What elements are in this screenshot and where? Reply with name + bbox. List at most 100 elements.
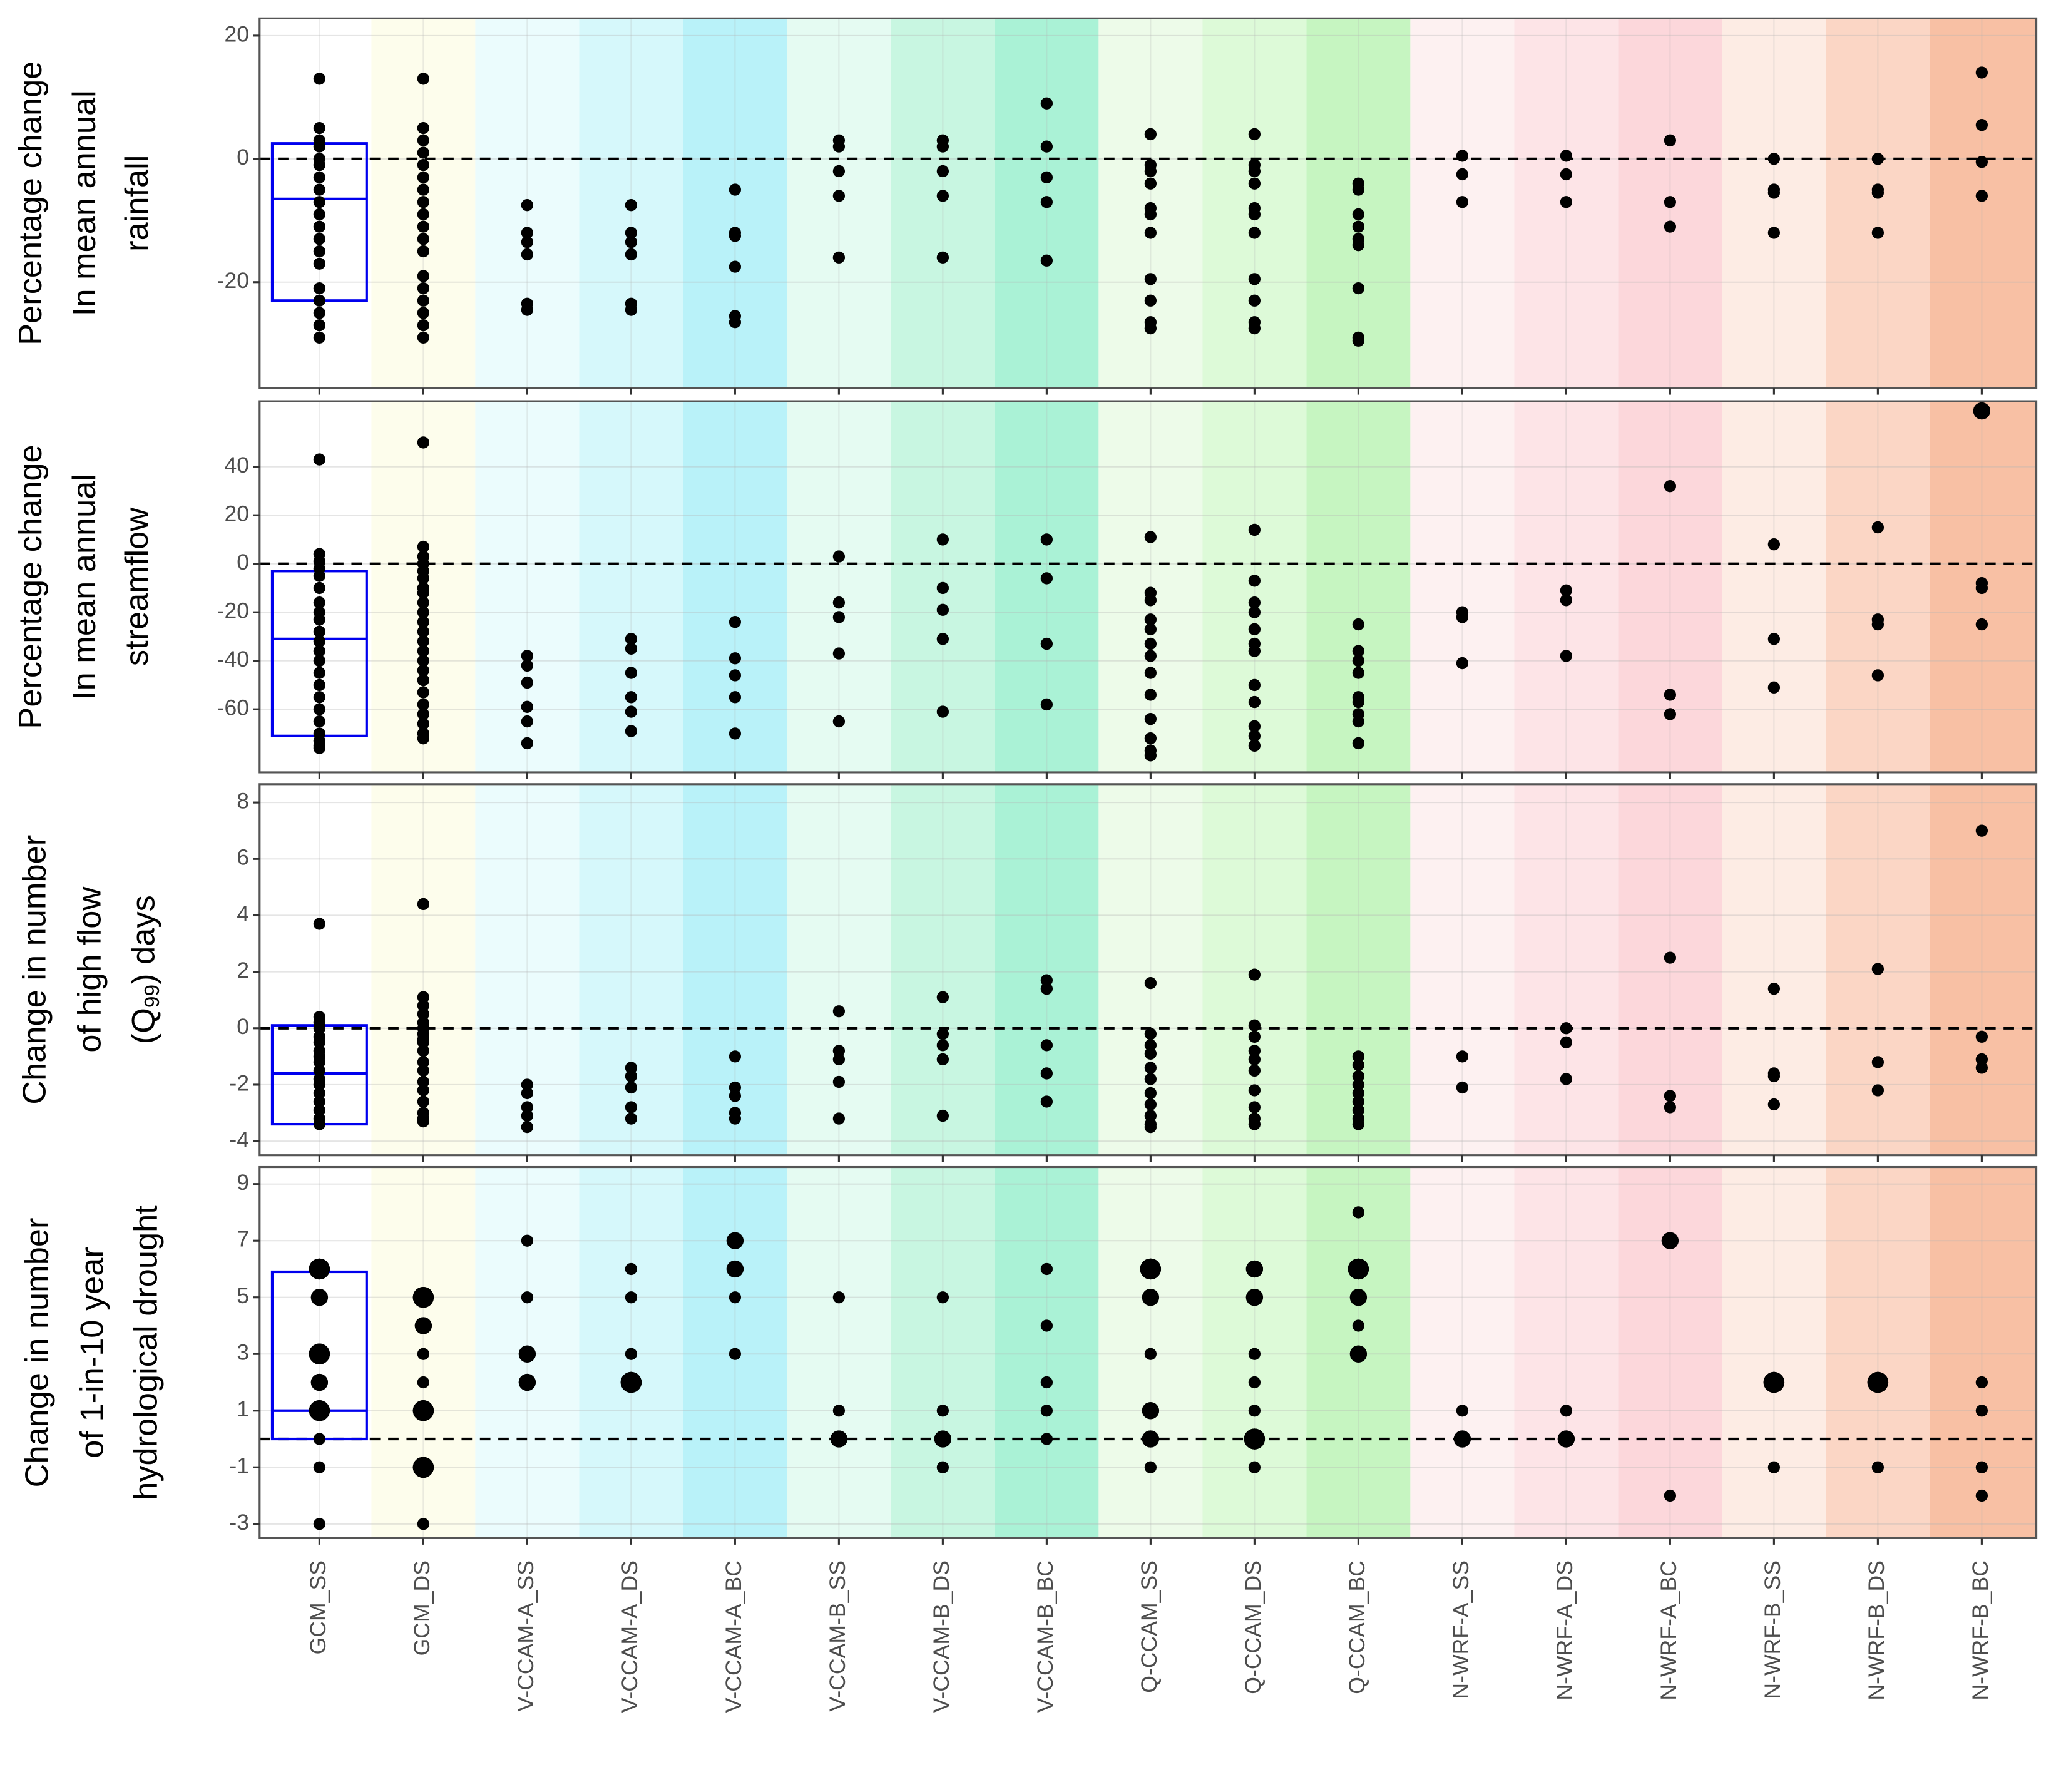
y-axis-title: of 1-in-10 year bbox=[74, 1247, 111, 1458]
point bbox=[1661, 1232, 1679, 1249]
point bbox=[313, 257, 326, 270]
point bbox=[417, 1036, 430, 1048]
band bbox=[1826, 1167, 1930, 1539]
point bbox=[313, 159, 326, 172]
point bbox=[1040, 196, 1053, 208]
point bbox=[313, 171, 326, 184]
point bbox=[1144, 531, 1157, 543]
point bbox=[936, 1461, 949, 1473]
point bbox=[1248, 1101, 1261, 1114]
point bbox=[1456, 168, 1469, 181]
point bbox=[1040, 698, 1053, 711]
y-tick-label: 4 bbox=[237, 901, 249, 926]
point bbox=[1144, 273, 1157, 285]
x-tick-label: N-WRF-A_BC bbox=[1656, 1560, 1681, 1701]
point bbox=[936, 603, 949, 616]
band bbox=[1514, 1167, 1619, 1539]
point bbox=[1871, 227, 1885, 239]
point bbox=[1664, 134, 1677, 146]
y-tick-label: 0 bbox=[237, 1014, 249, 1039]
point bbox=[1664, 196, 1677, 208]
point bbox=[1248, 720, 1261, 732]
panel-frame bbox=[258, 17, 2038, 389]
point bbox=[313, 596, 326, 609]
point bbox=[1144, 689, 1157, 701]
point bbox=[625, 1081, 638, 1094]
point bbox=[313, 140, 326, 153]
point bbox=[1456, 196, 1469, 208]
point bbox=[625, 1062, 638, 1074]
point bbox=[936, 1291, 949, 1304]
point bbox=[313, 121, 326, 135]
point bbox=[1144, 650, 1157, 662]
point bbox=[417, 1376, 430, 1389]
point bbox=[625, 705, 638, 718]
point bbox=[417, 596, 430, 609]
band bbox=[891, 784, 995, 1155]
point bbox=[832, 1005, 846, 1018]
y-tick-label: -60 bbox=[217, 695, 249, 720]
point bbox=[521, 1087, 534, 1100]
point bbox=[1144, 594, 1157, 607]
y-tick-label: 3 bbox=[237, 1340, 249, 1365]
point bbox=[417, 1064, 430, 1077]
point bbox=[832, 611, 846, 623]
point bbox=[1144, 623, 1157, 635]
point bbox=[521, 1291, 534, 1304]
point bbox=[417, 146, 430, 159]
x-tick-label: V-CCAM-B_DS bbox=[929, 1560, 954, 1713]
point bbox=[309, 1400, 330, 1421]
y-axis-title-part: ) days bbox=[125, 895, 161, 985]
point bbox=[936, 1028, 949, 1040]
band bbox=[1722, 18, 1826, 389]
point bbox=[1456, 657, 1469, 670]
point bbox=[729, 652, 742, 665]
point bbox=[625, 248, 638, 261]
point bbox=[936, 140, 949, 153]
point bbox=[625, 1262, 638, 1276]
band bbox=[1930, 1167, 2037, 1539]
y-tick-label: 20 bbox=[224, 21, 249, 46]
point bbox=[1560, 168, 1573, 181]
point bbox=[1975, 618, 1988, 631]
point bbox=[417, 540, 430, 553]
point bbox=[521, 676, 534, 689]
point bbox=[1144, 1062, 1157, 1074]
point bbox=[1973, 402, 1991, 420]
point bbox=[1560, 196, 1573, 208]
point bbox=[313, 1022, 326, 1035]
point bbox=[625, 667, 638, 679]
point bbox=[1144, 667, 1157, 679]
point bbox=[1245, 1289, 1264, 1306]
point bbox=[1144, 732, 1157, 745]
point bbox=[313, 1078, 326, 1091]
point bbox=[417, 331, 430, 344]
y-axis-title: In mean annual bbox=[66, 474, 103, 700]
point bbox=[936, 1109, 949, 1122]
point bbox=[1560, 1405, 1573, 1417]
point bbox=[521, 1101, 534, 1114]
point bbox=[417, 586, 430, 599]
point bbox=[1664, 689, 1677, 701]
point bbox=[1144, 1098, 1157, 1111]
point bbox=[518, 1373, 536, 1391]
y-tick-label: -3 bbox=[229, 1510, 249, 1535]
x-tick-label: V-CCAM-B_BC bbox=[1033, 1560, 1058, 1713]
point bbox=[1248, 177, 1261, 190]
y-tick-label: -20 bbox=[217, 598, 249, 623]
point bbox=[417, 698, 430, 711]
point bbox=[1144, 322, 1157, 335]
x-tick-label: N-WRF-B_DS bbox=[1864, 1560, 1889, 1701]
point bbox=[313, 655, 326, 667]
point bbox=[417, 635, 430, 648]
point bbox=[1975, 1489, 1988, 1502]
y-axis-title: Percentage change bbox=[13, 444, 49, 729]
point bbox=[521, 650, 534, 662]
point bbox=[417, 686, 430, 699]
point bbox=[620, 1371, 642, 1393]
point bbox=[417, 245, 430, 258]
point bbox=[1975, 1030, 1988, 1043]
point bbox=[417, 282, 430, 295]
point bbox=[417, 1115, 430, 1128]
